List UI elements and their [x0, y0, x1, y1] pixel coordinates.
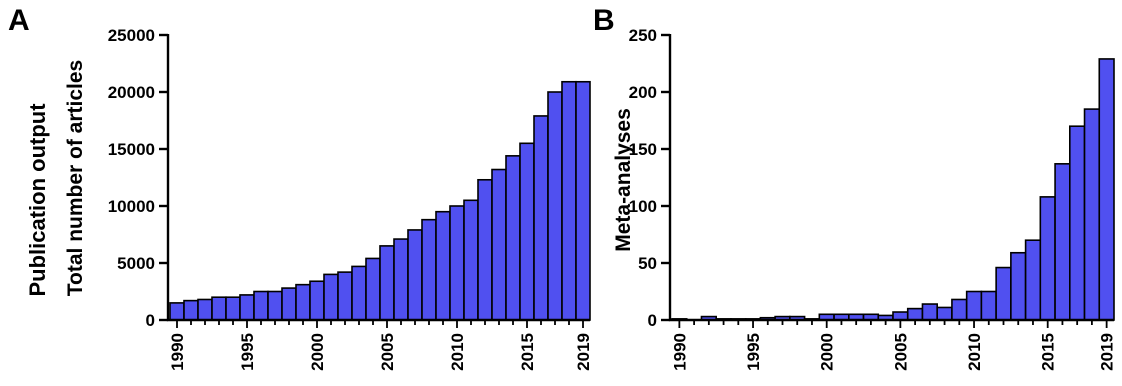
axes-a — [166, 34, 590, 322]
x-tick-label-b-1990: 1990 — [670, 333, 689, 371]
bar-b-2015 — [1039, 196, 1056, 321]
bar-b-2006 — [906, 307, 924, 321]
y-tick-label-b-250: 250 — [629, 26, 657, 45]
x-tick-label-b-2019: 2019 — [1098, 333, 1117, 371]
bar-a-2007 — [407, 229, 423, 321]
y-tick-label-a-15000: 15000 — [108, 140, 155, 159]
bar-a-2011 — [463, 199, 479, 321]
x-tick-label-a-2005: 2005 — [378, 333, 397, 371]
bar-a-2014 — [505, 155, 521, 321]
x-ticks-b: 1990 1995 2000 2005 2010 2015 2019 — [670, 320, 1117, 371]
bar-a-2018 — [561, 80, 577, 321]
bar-b-2010 — [965, 290, 983, 321]
y-tick-label-a-25000: 25000 — [108, 26, 155, 45]
bar-b-2008 — [936, 306, 953, 321]
y-tick-label-a-5000: 5000 — [117, 254, 155, 273]
y-tick-label-b-0: 0 — [648, 311, 657, 330]
panel-b: B Meta-analyses 0 50 100 150 200 250 1990 1995… — [593, 4, 1117, 371]
bar-a-2006 — [393, 238, 409, 321]
x-tick-label-b-2000: 2000 — [818, 333, 837, 371]
x-tick-label-a-1990: 1990 — [168, 333, 187, 371]
x-tick-label-a-2019: 2019 — [574, 333, 593, 371]
bar-a-2008 — [421, 218, 437, 321]
bar-a-2004 — [365, 257, 381, 321]
bar-a-2017 — [547, 91, 563, 321]
x-tick-label-a-2015: 2015 — [518, 333, 537, 371]
bar-b-2012 — [995, 266, 1012, 321]
y-ticks-b: 0 50 100 150 200 250 — [629, 26, 670, 330]
x-tick-label-b-2005: 2005 — [891, 333, 910, 371]
y-axis-label-a: Total number of articles — [64, 60, 87, 297]
x-tick-label-b-2010: 2010 — [965, 333, 984, 371]
bar-a-1990 — [169, 302, 185, 321]
bar-a-1998 — [281, 287, 297, 321]
y-axis-label-b: Meta-analyses — [612, 108, 635, 252]
bar-b-2007 — [921, 303, 938, 321]
y-tick-label-b-150: 150 — [629, 140, 657, 159]
side-label: Publication output — [25, 103, 50, 297]
x-ticks-a: 1990 1995 2000 2005 2010 2015 2019 — [168, 320, 593, 371]
y-ticks-a: 0 5000 10000 15000 20000 25000 — [108, 26, 168, 330]
panel-letter-a: A — [8, 4, 30, 37]
bar-b-2011 — [980, 290, 997, 321]
bar-b-2016 — [1054, 163, 1071, 321]
x-tick-label-b-2015: 2015 — [1039, 333, 1058, 371]
bar-a-2010 — [449, 205, 465, 321]
bar-a-1997 — [267, 290, 283, 321]
x-tick-label-a-1995: 1995 — [238, 333, 257, 371]
bar-b-2009 — [951, 298, 968, 321]
bar-a-2003 — [351, 265, 367, 321]
bar-a-2016 — [533, 115, 549, 321]
axes-b — [668, 34, 1114, 322]
bar-a-1999 — [295, 283, 311, 321]
bar-a-2009 — [435, 210, 451, 321]
bars-a — [169, 80, 591, 321]
y-tick-label-a-0: 0 — [146, 311, 155, 330]
bar-a-2013 — [491, 168, 507, 321]
bar-a-1991 — [183, 299, 199, 321]
bar-a-1994 — [225, 296, 241, 321]
bar-a-1996 — [253, 290, 269, 321]
bars-b — [671, 58, 1115, 321]
panel-letter-b: B — [593, 4, 615, 37]
bar-a-2019 — [575, 80, 591, 321]
bar-a-1995 — [239, 294, 255, 321]
bar-a-2002 — [337, 271, 353, 321]
bar-b-2014 — [1024, 239, 1042, 321]
y-tick-label-b-100: 100 — [629, 197, 657, 216]
y-tick-label-a-10000: 10000 — [108, 197, 155, 216]
y-tick-label-a-20000: 20000 — [108, 83, 155, 102]
x-tick-label-b-1995: 1995 — [744, 333, 763, 371]
bar-b-2013 — [1010, 251, 1027, 321]
y-tick-label-b-50: 50 — [638, 254, 657, 273]
panel-a: A Total number of articles 0 5000 10000 150… — [8, 4, 593, 371]
bar-b-2018 — [1083, 108, 1101, 321]
bar-a-2012 — [477, 178, 493, 321]
bar-a-2000 — [309, 280, 325, 321]
x-tick-label-a-2010: 2010 — [448, 333, 467, 371]
bar-a-1993 — [211, 296, 227, 321]
bar-a-2005 — [379, 245, 395, 321]
bar-a-2001 — [323, 273, 339, 321]
bar-b-2019 — [1098, 58, 1115, 321]
y-tick-label-b-200: 200 — [629, 83, 657, 102]
bar-a-1992 — [197, 298, 213, 321]
bar-b-2017 — [1069, 125, 1086, 321]
bar-a-2015 — [519, 142, 535, 321]
x-tick-label-a-2000: 2000 — [308, 333, 327, 371]
